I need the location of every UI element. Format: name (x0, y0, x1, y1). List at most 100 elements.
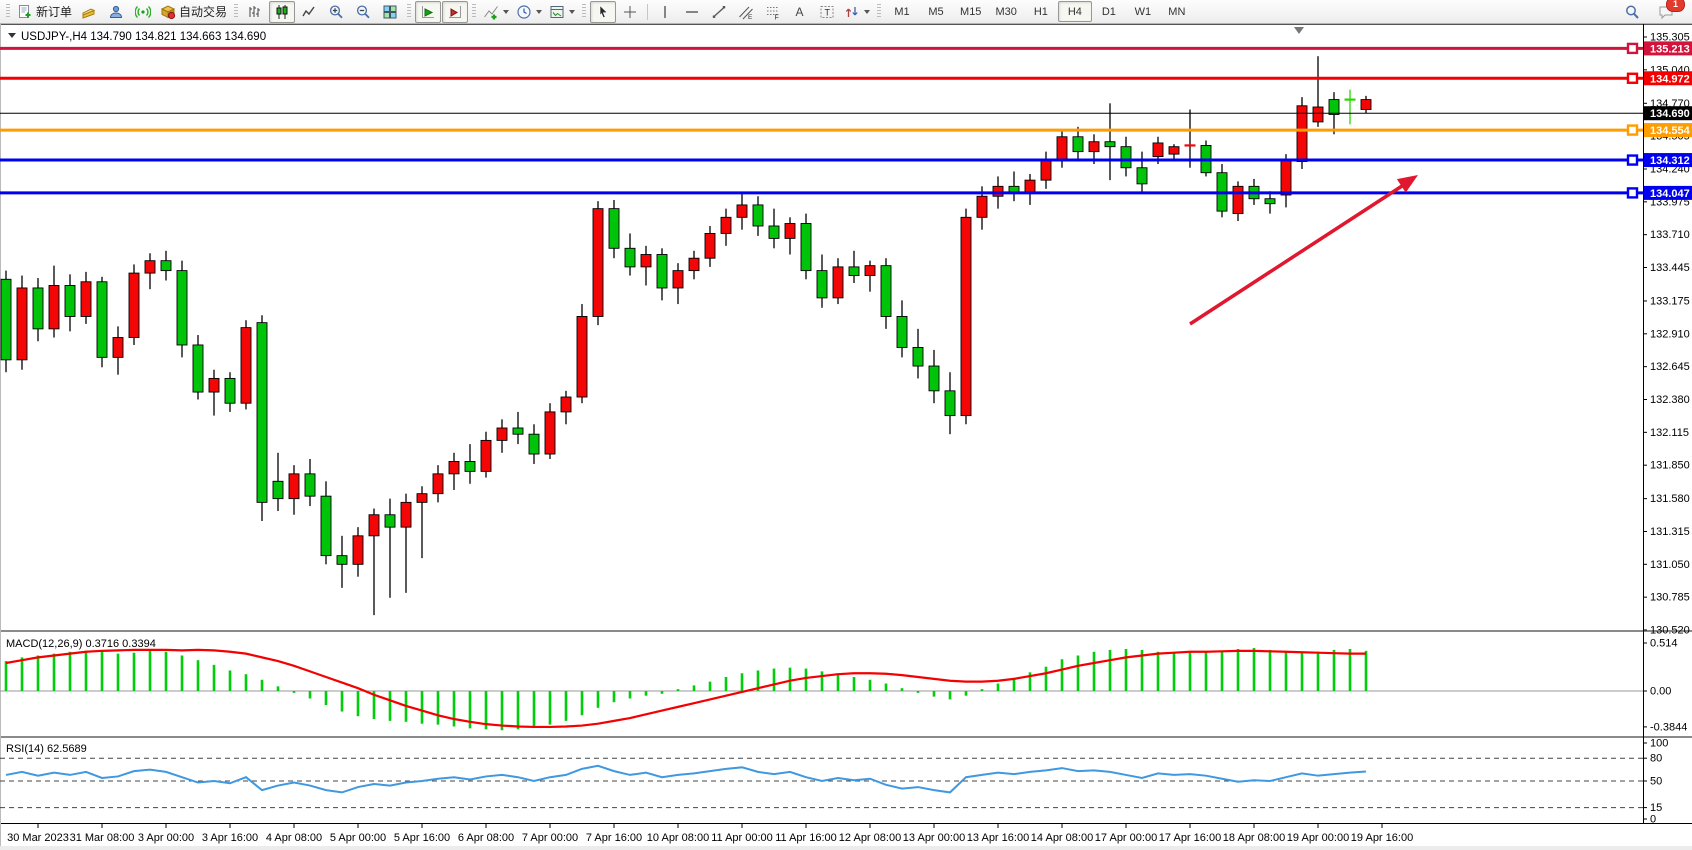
new-order-icon (19, 4, 31, 18)
svg-text:131.315: 131.315 (1650, 526, 1690, 538)
chart-canvas[interactable]: 135.305135.040134.770134.505134.240133.9… (0, 24, 1692, 850)
time-axis[interactable]: 30 Mar 2023 31 Mar 08:00 3 Apr 00:00 3 Apr … (7, 824, 1413, 844)
svg-text:11 Apr 00:00: 11 Apr 00:00 (711, 832, 773, 844)
macd-label: MACD(12,26,9) 0.3716 0.3394 (6, 638, 156, 650)
tile-windows-button[interactable] (377, 1, 403, 23)
signals-button[interactable] (130, 1, 156, 23)
svg-text:135.305: 135.305 (1650, 32, 1690, 44)
bar-chart-button[interactable] (242, 1, 268, 23)
new-order-label: 新订单 (36, 5, 73, 19)
dropdown-caret (864, 9, 871, 14)
fibonacci-button[interactable]: F (760, 1, 786, 23)
text-icon: A (796, 5, 804, 19)
cursor-button[interactable] (590, 0, 617, 23)
svg-text:0.00: 0.00 (1650, 686, 1671, 698)
trend-arrow[interactable] (1189, 175, 1418, 326)
dropdown-caret (536, 9, 543, 14)
search-button[interactable] (1619, 1, 1645, 23)
timeframe-H1[interactable]: H1 (1033, 5, 1048, 18)
bar-chart-icon (249, 5, 261, 17)
svg-text:13 Apr 16:00: 13 Apr 16:00 (967, 832, 1029, 844)
timeframe-M5[interactable]: M5 (928, 5, 944, 18)
auto-trading-button[interactable]: 自动交易 (157, 1, 230, 23)
svg-text:10 Apr 08:00: 10 Apr 08:00 (647, 832, 709, 844)
tile-windows-icon (383, 5, 397, 18)
indicators-button[interactable] (480, 1, 512, 23)
line-chart-button[interactable] (296, 1, 322, 23)
text-label-button[interactable]: T (814, 1, 840, 23)
svg-text:17 Apr 00:00: 17 Apr 00:00 (1095, 832, 1157, 844)
indicators-icon (484, 5, 498, 19)
svg-text:132.645: 132.645 (1650, 361, 1690, 373)
market-watch-button[interactable] (76, 1, 102, 23)
timeframe-M30[interactable]: M30 (995, 5, 1017, 18)
line-chart-icon (302, 6, 315, 16)
timeframe-M1[interactable]: M1 (894, 5, 910, 18)
svg-text:13 Apr 00:00: 13 Apr 00:00 (903, 832, 965, 844)
rsi-label: RSI(14) 62.5689 (6, 743, 87, 755)
svg-text:7 Apr 16:00: 7 Apr 16:00 (586, 832, 642, 844)
zoom-out-icon (356, 4, 370, 18)
toolbar-grip[interactable] (472, 4, 477, 19)
toolbar-grip[interactable] (234, 4, 239, 19)
community-button[interactable] (103, 1, 129, 23)
arrows-icon (845, 6, 858, 17)
auto-trading-label: 自动交易 (179, 5, 228, 19)
crosshair-button[interactable] (617, 1, 643, 23)
svg-text:F: F (775, 14, 779, 20)
svg-text:135.213: 135.213 (1650, 43, 1690, 55)
channel-button[interactable]: E (733, 1, 759, 23)
fibonacci-icon: F (767, 6, 780, 20)
candlestick-chart-button[interactable] (269, 0, 296, 23)
horizontal-line-button[interactable] (679, 1, 705, 23)
toolbar-separator (647, 3, 649, 20)
timeframe-MN[interactable]: MN (1168, 5, 1186, 18)
toolbar-grip[interactable] (877, 4, 882, 19)
zoom-out-button[interactable] (350, 1, 376, 23)
text-button[interactable]: A (787, 1, 813, 23)
search-icon (1626, 5, 1639, 19)
rsi-line (5, 764, 1367, 794)
svg-text:134.554: 134.554 (1650, 125, 1691, 137)
svg-text:0: 0 (1650, 814, 1656, 826)
notifications-button[interactable]: 1 (1653, 0, 1685, 23)
arrows-button[interactable] (841, 1, 873, 23)
svg-text:T: T (825, 7, 831, 17)
svg-text:12 Apr 08:00: 12 Apr 08:00 (839, 832, 901, 844)
clock-icon (517, 4, 531, 19)
periods-button[interactable] (513, 1, 545, 23)
toolbar-grip[interactable] (582, 4, 587, 19)
toolbar-grip[interactable] (6, 4, 10, 19)
notification-badge: 1 (1666, 0, 1685, 12)
new-order-button[interactable]: 新订单 (14, 1, 75, 23)
price-level-lines[interactable] (0, 42, 1643, 199)
svg-text:19 Apr 00:00: 19 Apr 00:00 (1287, 832, 1349, 844)
rsi-axis[interactable]: 100 80 50 150 (1643, 738, 1668, 826)
vertical-line-icon (664, 5, 666, 18)
zoom-in-button[interactable] (323, 1, 349, 23)
svg-text:132.115: 132.115 (1650, 427, 1689, 439)
svg-text:50: 50 (1650, 776, 1662, 788)
chart-shift-button[interactable] (442, 0, 469, 23)
svg-text:14 Apr 08:00: 14 Apr 08:00 (1031, 832, 1093, 844)
svg-text:4 Apr 08:00: 4 Apr 08:00 (266, 832, 322, 844)
svg-text:100: 100 (1650, 738, 1668, 750)
svg-text:131.580: 131.580 (1650, 493, 1690, 505)
timeframe-D1[interactable]: D1 (1101, 5, 1116, 18)
svg-text:130.520: 130.520 (1650, 625, 1690, 637)
svg-text:133.445: 133.445 (1650, 262, 1690, 274)
timeframe-M15[interactable]: M15 (960, 5, 982, 18)
signals-icon (135, 5, 152, 18)
timeframe-group: M1 M5 M15 M30 H1 H4 D1 W1 MN (885, 1, 1194, 22)
trendline-button[interactable] (706, 1, 732, 23)
templates-button[interactable] (546, 1, 578, 23)
vertical-line-button[interactable] (652, 1, 678, 23)
svg-text:17 Apr 16:00: 17 Apr 16:00 (1159, 832, 1221, 844)
timeframe-H4[interactable]: H4 (1057, 1, 1092, 22)
svg-text:134.972: 134.972 (1650, 73, 1690, 85)
auto-scroll-button[interactable] (415, 0, 442, 23)
macd-axis[interactable]: 0.514 0.00 -0.3844 (1643, 637, 1687, 733)
toolbar-grip[interactable] (407, 4, 412, 19)
timeframe-W1[interactable]: W1 (1134, 5, 1152, 18)
